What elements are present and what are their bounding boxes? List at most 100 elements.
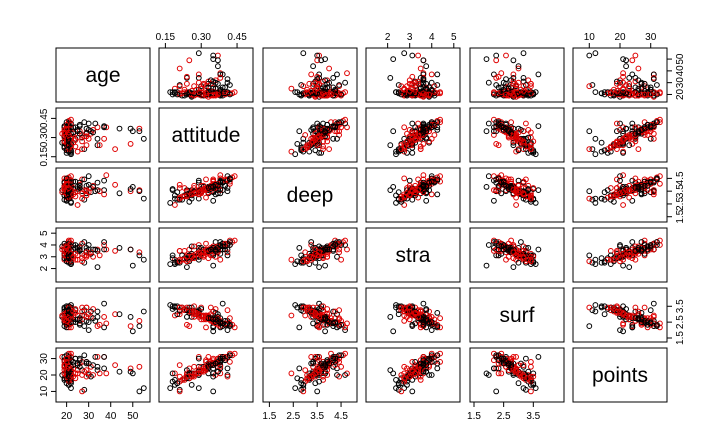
data-point-141 [72,250,79,257]
data-point-38 [434,126,441,133]
data-point-108 [644,243,651,250]
panel-age-vs-points [572,47,668,103]
data-point-18 [528,359,534,365]
data-point-87 [401,378,408,385]
data-point-104 [63,119,70,126]
data-point-93 [342,237,349,244]
data-point-0 [136,125,143,132]
data-point-139 [398,146,405,153]
data-point-142 [423,128,430,135]
data-point-48 [296,365,303,372]
data-point-133 [525,375,532,382]
data-point-6 [390,56,397,62]
data-point-136 [434,119,441,126]
data-point-105 [607,144,614,151]
data-point-4 [623,57,629,64]
data-point-8 [629,71,636,78]
y-tick-label-stra: 5 [39,230,50,236]
data-point-136 [227,82,233,88]
data-point-134 [641,245,648,251]
data-point-17 [116,311,123,318]
data-point-142 [635,128,642,135]
data-point-142 [322,362,329,369]
data-point-136 [493,119,500,126]
data-point-142 [322,128,329,135]
data-point-54 [395,380,402,387]
data-point-125 [528,192,534,199]
data-point-6 [210,262,217,269]
data-point-44 [620,150,626,156]
x-tick-label-points: 30 [645,32,657,43]
data-point-23 [288,370,295,377]
data-point-61 [302,367,309,374]
panel-points-vs-surf [469,347,565,403]
data-point-139 [79,146,85,153]
data-point-136 [493,176,500,183]
data-point-132 [76,355,83,362]
data-point-130 [420,184,427,190]
data-point-133 [181,193,188,200]
data-point-141 [193,86,200,93]
data-point-38 [212,239,219,245]
data-point-19 [617,79,623,86]
data-point-54 [174,189,181,196]
data-point-5 [498,370,505,377]
data-point-2 [493,365,500,372]
data-point-6 [322,262,329,269]
data-point-36 [406,177,413,184]
panel-frame [469,167,565,223]
data-point-93 [231,173,238,180]
data-point-35 [332,362,339,369]
data-point-129 [617,190,623,197]
data-point-129 [79,138,85,145]
data-point-19 [342,372,349,378]
data-point-141 [620,310,626,316]
data-point-139 [586,304,593,311]
data-point-12 [387,187,394,194]
data-point-143 [316,80,323,87]
data-point-19 [428,79,435,86]
data-point-114 [298,91,305,98]
x-tick-label-attitude: 0.30 [191,32,211,43]
data-point-2 [127,188,134,195]
data-point-105 [607,193,614,200]
data-point-1 [300,50,307,57]
data-point-7 [101,314,107,320]
panel-stra-vs-surf [469,227,565,283]
data-point-6 [390,184,397,190]
data-point-36 [195,177,202,184]
data-point-60 [169,255,176,262]
panel-frame [158,347,254,403]
data-point-143 [626,314,633,320]
data-point-139 [586,258,593,265]
data-point-125 [406,142,413,149]
x-tick-label-attitude: 0.15 [156,32,176,43]
panel-attitude-vs-points [572,107,668,163]
data-point-139 [300,83,307,90]
data-point-136 [654,176,660,183]
data-point-136 [654,82,660,88]
data-point-132 [647,179,654,186]
x-tick-label-age: 40 [105,411,117,422]
data-point-24 [195,355,202,362]
data-point-6 [322,56,329,62]
data-point-9 [112,146,118,153]
data-point-23 [74,202,81,208]
data-point-111 [423,91,430,98]
data-point-129 [404,190,410,197]
data-point-87 [604,304,611,311]
data-point-143 [510,367,517,374]
data-point-130 [207,77,214,84]
data-point-132 [219,179,226,186]
data-point-142 [635,85,642,92]
data-point-6 [322,328,329,335]
data-point-52 [423,306,430,312]
panel-frame [262,167,358,223]
data-point-141 [72,137,79,144]
data-point-6 [129,128,136,135]
panel-frame [262,227,358,283]
panel-deep-vs-attitude [158,167,254,223]
data-point-7 [101,191,107,198]
data-point-14 [620,73,626,80]
data-point-60 [604,187,611,194]
